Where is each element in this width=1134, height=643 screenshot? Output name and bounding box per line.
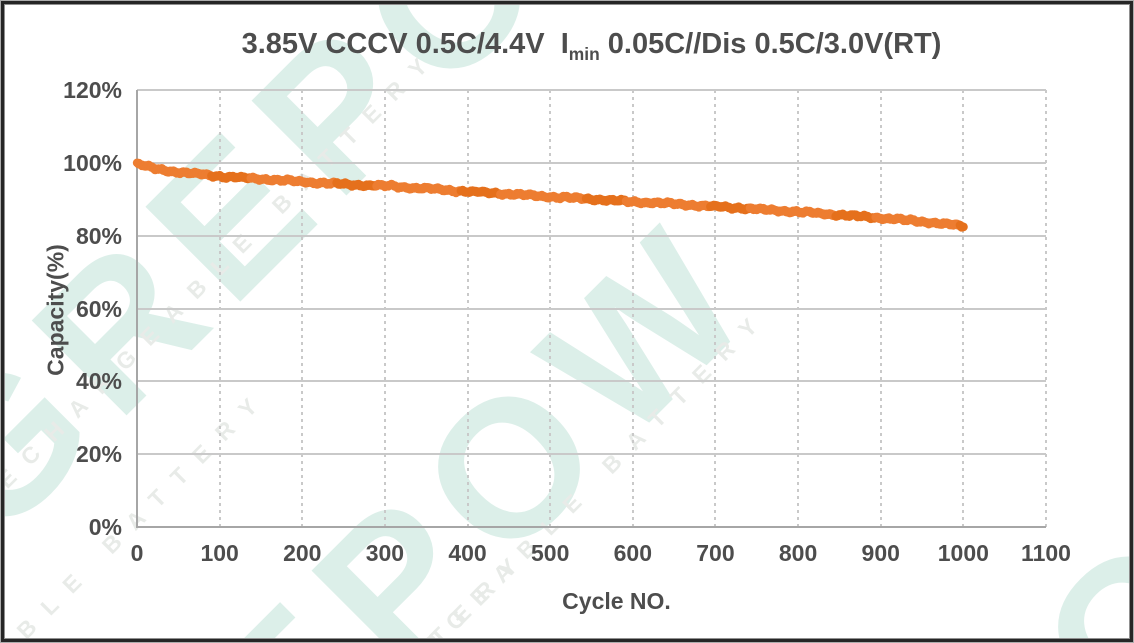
y-tick-label: 20% xyxy=(75,441,122,468)
gridline-vertical xyxy=(879,90,882,527)
x-axis-title: Cycle NO. xyxy=(562,588,671,614)
gridline-vertical xyxy=(714,90,717,527)
x-tick-label: 300 xyxy=(365,540,405,566)
gridline-horizontal xyxy=(137,380,1046,383)
gridline-vertical xyxy=(383,90,386,527)
gridline-horizontal xyxy=(137,89,1046,91)
x-tick-label: 400 xyxy=(448,540,487,566)
x-tick-label: 100 xyxy=(200,540,239,566)
chart-title: 3.85V CCCV 0.5C/4.4V Imin 0.05C//Dis 0.5… xyxy=(137,28,1046,65)
x-tick-label: 0 xyxy=(130,540,144,566)
chart-title-pre: 3.85V CCCV 0.5C/4.4V I xyxy=(241,28,569,60)
gridline-vertical xyxy=(962,90,965,527)
y-tick-label: 40% xyxy=(75,368,122,395)
data-series-capacity-retention xyxy=(132,158,968,232)
y-tick-label: 80% xyxy=(75,222,122,249)
chart-title-subscript: min xyxy=(568,43,600,64)
gridline-vertical xyxy=(797,90,800,527)
x-tick-label: 500 xyxy=(530,540,570,566)
gridline-horizontal xyxy=(137,234,1046,237)
gridline-vertical xyxy=(1045,90,1047,527)
x-tick-label: 1100 xyxy=(1021,540,1071,566)
gridline-vertical xyxy=(466,90,469,527)
x-tick-label: 1000 xyxy=(937,540,989,566)
x-tick-label: 800 xyxy=(778,540,818,566)
gridline-vertical xyxy=(631,90,634,527)
y-tick-label: 0% xyxy=(88,514,122,540)
x-tick-label: 600 xyxy=(613,540,652,566)
y-tick-label: 120% xyxy=(63,77,122,103)
gridline-vertical xyxy=(549,90,552,527)
y-tick-label: 60% xyxy=(75,295,122,322)
gridline-vertical xyxy=(301,90,304,527)
y-axis-line xyxy=(136,90,138,527)
x-tick-label: 900 xyxy=(861,540,900,566)
gridline-vertical xyxy=(218,90,221,527)
x-tick-label: 700 xyxy=(696,540,735,566)
y-tick-label: 100% xyxy=(63,149,122,176)
gridline-horizontal xyxy=(137,307,1046,310)
chart-title-post: 0.05C//Dis 0.5C/3.0V(RT) xyxy=(599,28,942,60)
plot-area xyxy=(132,89,1047,528)
x-tick-label: 200 xyxy=(283,540,322,566)
x-axis-line xyxy=(136,526,1046,528)
gridline-horizontal xyxy=(137,161,1046,164)
gridline-horizontal xyxy=(137,453,1046,456)
